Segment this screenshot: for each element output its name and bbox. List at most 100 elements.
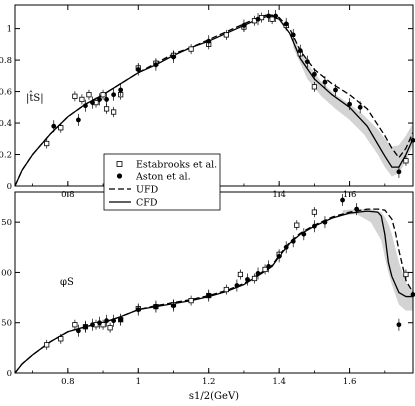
- top-point-estabrooks: [269, 16, 275, 22]
- bottom-point-aston: [171, 303, 176, 309]
- bottom-point-estabrooks: [251, 275, 258, 282]
- bottom-point-aston: [153, 304, 159, 310]
- bottom-point-aston: [410, 292, 415, 297]
- top-point-aston: [118, 87, 124, 93]
- top-point-aston: [357, 104, 363, 110]
- bottom-panel: 0.8 1 1.2 1.4 1.6 0 50 100 150 φS s1/2(GeV): [0, 191, 415, 402]
- top-point-estabrooks: [111, 109, 117, 115]
- bottom-y-label: φS: [60, 277, 74, 288]
- top-point-aston: [304, 59, 310, 65]
- bottom-point-estabrooks: [44, 342, 50, 348]
- top-point-aston: [283, 21, 289, 27]
- top-point-aston: [297, 48, 303, 54]
- bottom-point-aston: [135, 307, 141, 313]
- top-point-estabrooks: [311, 84, 317, 90]
- top-point-estabrooks: [86, 92, 92, 98]
- top-point-aston: [311, 71, 317, 77]
- bottom-point-estabrooks: [403, 271, 409, 278]
- bottom-point-estabrooks: [262, 266, 268, 273]
- legend-marker-aston: [116, 173, 123, 179]
- bottom-x-tick-label: 1: [136, 377, 141, 387]
- top-point-aston: [255, 16, 261, 22]
- top-point-estabrooks: [58, 125, 64, 131]
- legend-label-aston-et-al: Aston et al.: [135, 172, 191, 183]
- bottom-point-aston: [83, 324, 88, 330]
- legend: Estabrooks et al.Aston et al. UFD CFD: [103, 153, 221, 211]
- bottom-point-aston: [97, 320, 102, 326]
- bottom-point-aston: [206, 293, 212, 298]
- top-point-aston: [322, 79, 328, 85]
- top-point-estabrooks: [44, 140, 50, 147]
- top-point-aston: [171, 54, 176, 60]
- top-y-tick-label: 0: [7, 182, 12, 192]
- bottom-point-estabrooks: [58, 336, 64, 342]
- top-point-aston: [111, 92, 117, 98]
- top-point-aston: [290, 32, 296, 38]
- top-point-estabrooks: [103, 106, 110, 112]
- top-point-estabrooks: [223, 32, 229, 38]
- bottom-point-aston: [255, 271, 261, 276]
- top-y-tick-label: 0.2: [0, 151, 12, 161]
- bottom-point-aston: [276, 253, 282, 259]
- bottom-point-estabrooks: [72, 322, 78, 328]
- bottom-point-estabrooks: [107, 325, 113, 331]
- top-y-tick-label: 1: [7, 25, 12, 35]
- top-point-estabrooks: [79, 96, 85, 103]
- bottom-point-aston: [283, 244, 289, 250]
- legend-label-estabrooks-et-al: Estabrooks et al.: [136, 160, 217, 171]
- bottom-point-aston: [90, 322, 95, 328]
- bottom-point-estabrooks: [188, 297, 194, 304]
- top-point-aston: [266, 13, 271, 19]
- bottom-point-aston: [266, 264, 271, 269]
- bottom-point-estabrooks: [311, 209, 317, 215]
- bottom-x-tick-label: 1.2: [202, 377, 216, 387]
- legend-label-ufd: UFD: [136, 185, 159, 196]
- bottom-series-ufd: [14, 208, 414, 374]
- top-point-aston: [241, 23, 247, 28]
- bottom-error-band: [342, 209, 413, 311]
- bottom-point-aston: [322, 219, 328, 225]
- top-point-aston: [51, 123, 57, 129]
- bottom-point-aston: [245, 277, 250, 282]
- bottom-point-aston: [234, 283, 240, 288]
- bottom-point-aston: [301, 231, 307, 237]
- top-point-aston: [347, 101, 353, 107]
- top-point-aston: [83, 103, 88, 109]
- bottom-point-aston: [118, 317, 124, 323]
- top-point-estabrooks: [403, 158, 409, 164]
- legend-box: [103, 153, 221, 211]
- legend-label-cfd: CFD: [136, 198, 158, 209]
- bottom-point-aston: [290, 238, 296, 244]
- top-point-aston: [135, 67, 141, 72]
- top-y-tick-label: 0.8: [0, 56, 12, 66]
- top-point-estabrooks: [188, 46, 194, 52]
- top-point-estabrooks: [72, 93, 78, 99]
- top-point-aston: [75, 117, 81, 123]
- top-error-band: [293, 36, 413, 177]
- bottom-plot-frame: [14, 191, 414, 374]
- bottom-y-tick-label: 150: [0, 218, 12, 228]
- top-point-aston: [90, 100, 95, 105]
- bottom-y-tick-label: 0: [7, 369, 12, 379]
- top-point-aston: [410, 137, 415, 143]
- top-point-aston: [333, 87, 338, 93]
- top-y-tick-label: 0.4: [0, 119, 12, 129]
- bottom-x-tick-label: 0.8: [61, 377, 75, 387]
- top-point-aston: [104, 97, 109, 102]
- top-point-aston: [273, 13, 279, 19]
- bottom-point-estabrooks: [100, 322, 106, 328]
- top-panel: 0.811.21.41.600.20.40.60.81|t̂S|: [0, 4, 415, 200]
- top-y-tick-label: 0.6: [0, 88, 12, 98]
- top-point-estabrooks: [100, 92, 106, 98]
- top-point-aston: [153, 62, 159, 68]
- top-y-label: |t̂S|: [26, 91, 44, 104]
- bottom-y-tick-label: 100: [0, 268, 12, 278]
- bottom-point-aston: [396, 322, 402, 328]
- top-point-aston: [206, 38, 212, 44]
- bottom-point-aston: [104, 318, 109, 324]
- bottom-x-tick-label: 1.6: [343, 377, 357, 387]
- bottom-point-aston: [75, 328, 81, 334]
- bottom-series-cfd: [14, 210, 413, 374]
- bottom-y-tick-label: 50: [1, 319, 12, 329]
